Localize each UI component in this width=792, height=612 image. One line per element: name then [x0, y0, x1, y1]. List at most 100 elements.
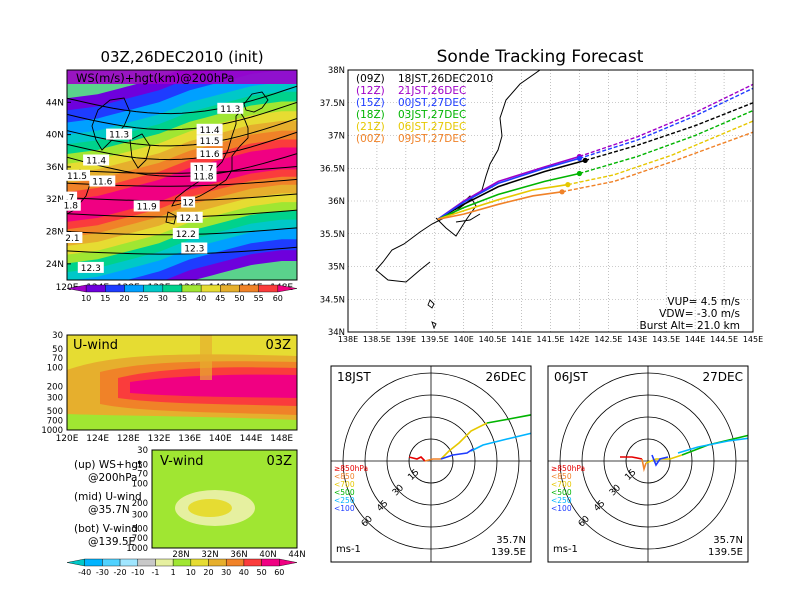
track-lon-label: 138.5E — [363, 335, 391, 344]
track-lon-label: 140.5E — [479, 335, 507, 344]
ws-colorbar-swatch — [200, 284, 221, 293]
hodo1-unit: ms-1 — [336, 544, 361, 555]
v-wind-level-label: 700 — [132, 534, 148, 544]
contour-label-bg — [63, 191, 78, 203]
burst-point — [576, 155, 583, 162]
hodo-legend-entry: <100 — [551, 504, 572, 513]
contour-label: 11.6 — [200, 150, 220, 160]
track-lat-label: 36N — [328, 197, 345, 207]
wind-colorbar-swatch — [84, 558, 103, 567]
wind-colorbar-swatch — [261, 558, 280, 567]
init-title: 03Z,26DEC2010 (init) — [100, 48, 263, 66]
v-wind-level-label: 100 — [132, 480, 148, 490]
init-lat-label: 28N — [46, 228, 64, 238]
ws-colorbar-label: 35 — [177, 294, 187, 303]
contour-label-bg — [181, 196, 196, 208]
ws-band-top — [67, 70, 297, 84]
ws-colorbar-label: 15 — [100, 294, 110, 303]
v-wind-level-label: 30 — [137, 446, 148, 456]
contour-label: 11.7 — [193, 165, 213, 175]
contour-label: 11.3 — [220, 105, 240, 115]
hodograph-2-frame — [547, 365, 749, 563]
v-wind-level-label: 70 — [137, 470, 148, 480]
track-legend-code: (12Z) — [356, 85, 385, 97]
wind-colorbar-swatch — [226, 558, 245, 567]
u-wind-lon-label: 144E — [240, 434, 263, 444]
u-wind-level-label: 70 — [52, 354, 63, 364]
legend-mid2: @35.7N — [88, 504, 130, 516]
wind-colorbar-label: 20 — [203, 568, 213, 577]
track-lon-label: 143E — [627, 335, 647, 344]
track-line-descent — [567, 120, 753, 186]
track-lon-label: 138E — [338, 335, 358, 344]
ws-colorbar-label: 50 — [234, 294, 244, 303]
track-line-ascent — [437, 183, 569, 221]
track-lat-label: 37.5N — [320, 99, 345, 109]
ws-colorbar-swatch — [143, 284, 164, 293]
param-vup: VUP= 4.5 m/s — [667, 296, 740, 308]
burst-point — [559, 189, 565, 195]
hodo-trace — [424, 458, 441, 462]
wind-colorbar-label: 40 — [239, 568, 249, 577]
wind-colorbar-label: -1 — [152, 568, 160, 577]
track-line-descent — [579, 87, 753, 160]
v-wind-level-label: 50 — [137, 460, 148, 470]
track-lon-label: 144E — [685, 335, 705, 344]
u-wind-lon-label: 120E — [56, 434, 79, 444]
track-lat-label: 35.5N — [320, 230, 345, 240]
tracking-title: Sonde Tracking Forecast — [437, 47, 644, 67]
contour-label-bg — [181, 242, 208, 254]
contour-label: 1.8 — [64, 202, 79, 212]
hodo-legend-entry: <850 — [334, 472, 355, 481]
legend-mid: (mid) U-wind — [74, 491, 142, 503]
hodo-legend-entry: <500 — [551, 488, 572, 497]
wind-colorbar-label: 10 — [186, 568, 196, 577]
u-wind-frame — [66, 334, 298, 431]
u-wind-lon-label: 148E — [270, 434, 293, 444]
track-legend-label: 21JST,26DEC — [398, 85, 466, 97]
ws-colorbar-swatch — [277, 284, 298, 293]
contour-label: 11.3 — [109, 131, 129, 141]
v-wind-lat-label: 32N — [201, 550, 218, 560]
contour-label-bg — [64, 169, 90, 181]
wind-colorbar-swatch — [243, 558, 262, 567]
u-wind-lon-label: 128E — [117, 434, 140, 444]
ws-colorbar-label: 60 — [273, 294, 283, 303]
track-lon-label: 141.5E — [537, 335, 565, 344]
track-legend-code: (09Z) — [356, 73, 385, 85]
init-lon-label: 120E — [56, 283, 79, 293]
track-line-descent — [579, 83, 753, 158]
wind-colorbar-label: 1 — [171, 568, 176, 577]
hodo-trace — [408, 456, 426, 462]
track-line-ascent — [437, 172, 580, 221]
track-lat-label: 34.5N — [320, 295, 345, 305]
legend-bot2: @139.5E — [88, 536, 135, 548]
ws-colorbar-label: 55 — [254, 294, 264, 303]
contour-label-bg — [133, 200, 160, 212]
ws-colorbar-swatch — [220, 284, 240, 293]
contour-label: 11.9 — [137, 203, 157, 213]
init-lat-label: 40N — [46, 131, 64, 141]
hodo-legend-entry: <700 — [334, 480, 355, 489]
ws-colorbar-label: 25 — [139, 294, 149, 303]
contour-label-bg — [217, 102, 244, 114]
u-wind-lon-label: 124E — [86, 434, 109, 444]
u-wind-lon-label: 140E — [209, 434, 232, 444]
wind-colorbar-swatch — [172, 558, 192, 567]
hodo-trace — [440, 422, 488, 460]
ws-colorbar-swatch — [105, 284, 125, 293]
legend-up2: @200hPa — [88, 472, 138, 484]
u-wind-level-label: 30 — [52, 331, 63, 341]
burst-point — [565, 182, 571, 188]
hodo-trace — [440, 448, 474, 460]
wind-colorbar-label: -10 — [131, 568, 144, 577]
wind-colorbar-swatch — [279, 558, 298, 567]
hodo-legend-entry: <700 — [551, 480, 572, 489]
height-contour — [67, 153, 297, 177]
contour-label-bg — [176, 211, 203, 223]
contour-label: 12.3 — [81, 264, 101, 274]
track-lon-label: 142E — [569, 335, 589, 344]
contour-label: 11.4 — [200, 126, 220, 136]
